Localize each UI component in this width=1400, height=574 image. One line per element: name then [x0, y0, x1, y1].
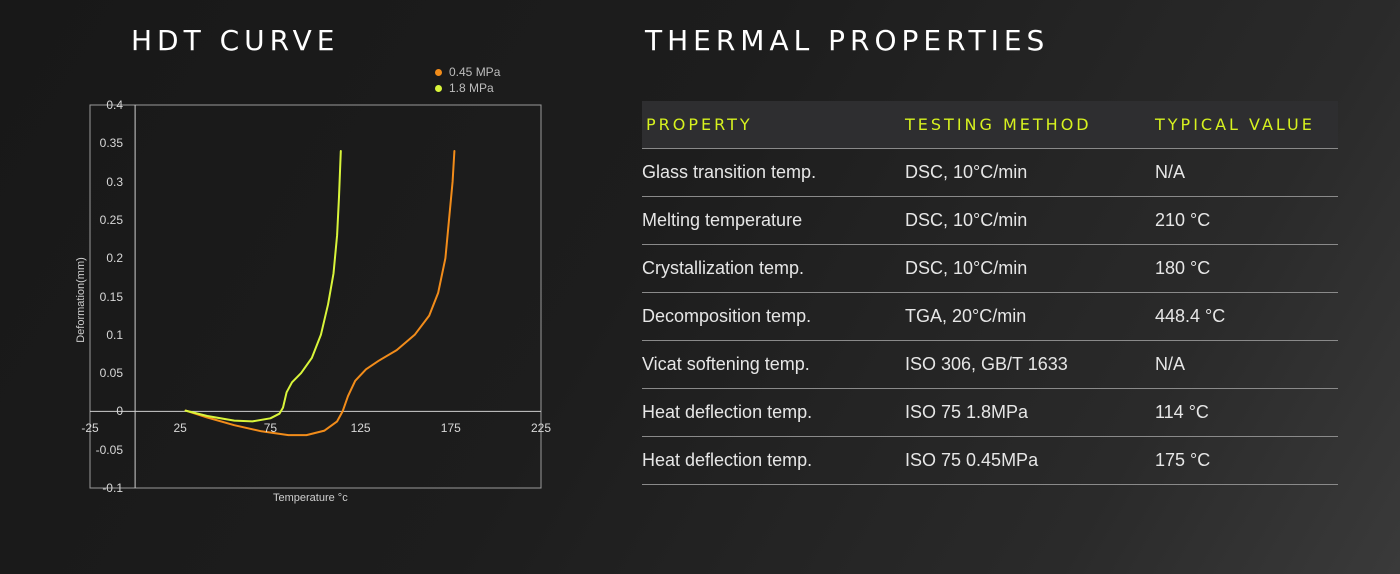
x-tick-label: 175	[440, 421, 461, 436]
value-cell: 448.4 °C	[1155, 292, 1338, 341]
property-cell: Melting temperature	[642, 196, 905, 245]
y-tick-label: -0.1	[102, 481, 123, 495]
method-cell: DSC, 10°C/min	[905, 196, 1155, 245]
method-cell: ISO 75 0.45MPa	[905, 436, 1155, 485]
property-cell: Glass transition temp.	[642, 148, 905, 197]
table-row: Melting temperature DSC, 10°C/min 210 °C	[642, 196, 1338, 245]
value-cell: 210 °C	[1155, 196, 1338, 245]
value-cell: N/A	[1155, 340, 1338, 389]
value-cell: 114 °C	[1155, 388, 1338, 437]
y-tick-label: 0.2	[106, 251, 123, 266]
table-header-row: PROPERTY TESTING METHOD TYPICAL VALUE	[642, 101, 1338, 149]
method-cell: DSC, 10°C/min	[905, 148, 1155, 197]
x-tick-label: 125	[350, 421, 371, 436]
chart-legend: 0.45 MPa 1.8 MPa	[435, 64, 500, 96]
series-line-18	[184, 150, 342, 423]
value-cell: N/A	[1155, 148, 1338, 197]
header-typical-value: TYPICAL VALUE	[1155, 101, 1338, 149]
value-cell: 175 °C	[1155, 436, 1338, 485]
hdt-chart	[89, 104, 542, 489]
property-cell: Decomposition temp.	[642, 292, 905, 341]
x-tick-label: -25	[81, 421, 99, 436]
legend-item-045: 0.45 MPa	[435, 64, 500, 80]
header-property: PROPERTY	[642, 101, 905, 149]
property-cell: Heat deflection temp.	[642, 388, 905, 437]
table-row: Crystallization temp. DSC, 10°C/min 180 …	[642, 244, 1338, 293]
y-tick-label: 0.25	[99, 212, 123, 227]
legend-marker-045	[435, 68, 442, 76]
table-row: Heat deflection temp. ISO 75 1.8MPa 114 …	[642, 388, 1338, 437]
y-axis-title: Deformation(mm)	[75, 257, 87, 343]
method-cell: TGA, 20°C/min	[905, 292, 1155, 341]
table-row: Vicat softening temp. ISO 306, GB/T 1633…	[642, 340, 1338, 389]
y-tick-label: 0.15	[99, 289, 123, 304]
x-axis-title: Temperature °c	[273, 492, 348, 504]
property-cell: Crystallization temp.	[642, 244, 905, 293]
property-cell: Heat deflection temp.	[642, 436, 905, 485]
property-cell: Vicat softening temp.	[642, 340, 905, 389]
y-tick-label: 0.35	[99, 136, 123, 151]
series-line-045	[184, 150, 456, 437]
method-cell: DSC, 10°C/min	[905, 244, 1155, 293]
method-cell: ISO 306, GB/T 1633	[905, 340, 1155, 389]
hdt-curve-title: HDT CURVE	[131, 24, 340, 57]
y-tick-label: -0.05	[95, 442, 123, 457]
y-tick-label: 0.05	[99, 366, 123, 381]
table-row: Decomposition temp. TGA, 20°C/min 448.4 …	[642, 292, 1338, 341]
y-tick-label: 0.4	[106, 98, 123, 112]
thermal-properties-title: THERMAL PROPERTIES	[645, 24, 1050, 57]
value-cell: 180 °C	[1155, 244, 1338, 293]
y-tick-label: 0.3	[106, 174, 123, 189]
x-tick-label: 75	[263, 421, 278, 436]
x-tick-label: 225	[530, 421, 552, 436]
legend-label-18: 1.8 MPa	[449, 81, 494, 95]
legend-marker-18	[435, 84, 442, 92]
method-cell: ISO 75 1.8MPa	[905, 388, 1155, 437]
y-tick-label: 0.1	[106, 327, 123, 342]
legend-item-18: 1.8 MPa	[435, 80, 500, 96]
table-row: Heat deflection temp. ISO 75 0.45MPa 175…	[642, 436, 1338, 485]
y-tick-label: 0	[116, 404, 123, 419]
legend-label-045: 0.45 MPa	[449, 65, 501, 79]
table-row: Glass transition temp. DSC, 10°C/min N/A	[642, 148, 1338, 197]
header-testing-method: TESTING METHOD	[905, 101, 1155, 149]
plot-frame	[89, 104, 542, 489]
thermal-properties-table: PROPERTY TESTING METHOD TYPICAL VALUE Gl…	[642, 101, 1338, 485]
x-tick-label: 25	[173, 421, 187, 436]
